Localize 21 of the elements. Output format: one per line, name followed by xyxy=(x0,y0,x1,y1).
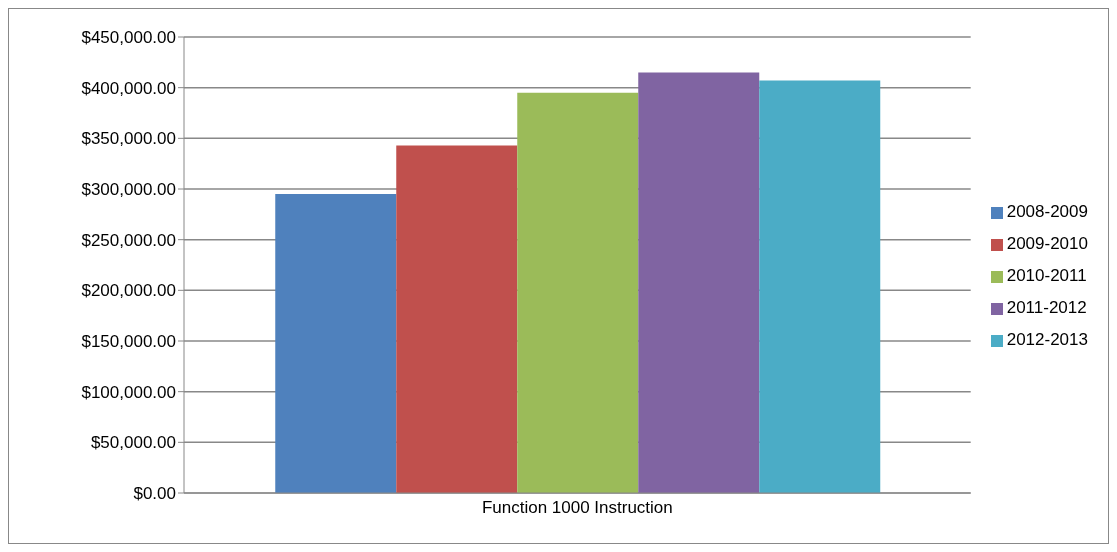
legend-label: 2008-2009 xyxy=(1006,202,1088,221)
y-tick-label: $450,000.00 xyxy=(81,28,176,48)
y-tick-label: $300,000.00 xyxy=(81,180,176,200)
y-tick-label: $250,000.00 xyxy=(81,230,176,250)
y-tick-label: $100,000.00 xyxy=(81,382,176,402)
legend-label: 2010-2011 xyxy=(1006,266,1087,285)
bar xyxy=(396,145,518,493)
y-tick-label: $400,000.00 xyxy=(81,78,176,98)
y-tick-label: $0.00 xyxy=(133,484,176,504)
bar xyxy=(275,194,397,493)
y-tick-label: $50,000.00 xyxy=(90,433,176,453)
legend-label: 2011-2012 xyxy=(1006,298,1087,317)
y-tick-label: $150,000.00 xyxy=(81,332,176,352)
legend-label: 2009-2010 xyxy=(1006,234,1088,253)
legend-label: 2012-2013 xyxy=(1006,330,1088,349)
bar xyxy=(517,92,639,493)
y-tick-label: $200,000.00 xyxy=(81,281,176,301)
x-tick-label: Function 1000 Instruction xyxy=(481,498,673,518)
bar xyxy=(638,72,760,493)
bar xyxy=(759,80,881,493)
y-tick-label: $350,000.00 xyxy=(81,129,176,149)
